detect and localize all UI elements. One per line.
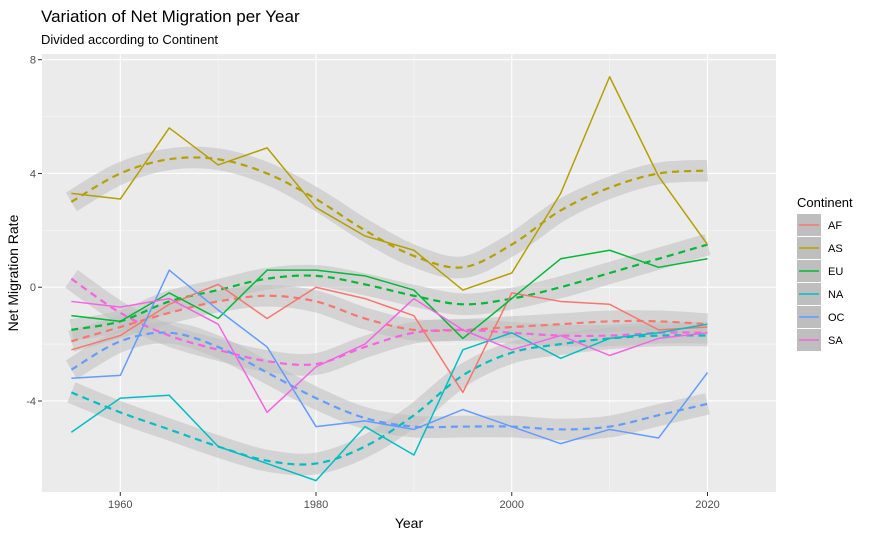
gridlines: [42, 54, 776, 492]
y-tick-label: 8: [30, 55, 36, 67]
trend-line-sa: [70, 277, 708, 366]
y-tick-label: 4: [30, 168, 36, 180]
data-line-sa: [71, 297, 708, 414]
legend-label-eu: EU: [828, 266, 843, 278]
trend-line-af: [71, 294, 708, 343]
x-tick-label: 1980: [304, 499, 328, 511]
y-tick-label: -4: [26, 396, 36, 408]
data-line-oc: [71, 269, 709, 445]
smooth-trend-lines: [70, 156, 708, 466]
trend-line-as: [70, 156, 708, 269]
chart-title: Variation of Net Migration per Year: [41, 7, 300, 26]
y-tick-label: 0: [30, 282, 36, 294]
x-tick-label: 2000: [500, 499, 524, 511]
legend-label-oc: OC: [828, 312, 845, 324]
legend: Continent AF AS EU NA OC SA: [797, 195, 853, 351]
legend-label-af: AF: [828, 220, 842, 232]
x-axis-ticks: 1960 1980 2000 2020: [108, 492, 720, 511]
y-axis-ticks: -4 0 4 8: [26, 55, 42, 408]
trend-line-na: [70, 334, 708, 466]
legend-label-na: NA: [828, 289, 844, 301]
legend-title: Continent: [797, 195, 853, 210]
x-tick-label: 2020: [695, 499, 719, 511]
x-axis-title: Year: [395, 515, 424, 531]
legend-label-as: AS: [828, 243, 843, 255]
data-line-na: [70, 323, 708, 482]
chart-subtitle: Divided according to Continent: [41, 32, 218, 47]
trend-line-oc: [70, 331, 708, 431]
data-line-af: [71, 283, 708, 394]
legend-label-sa: SA: [828, 335, 843, 347]
trend-line-eu: [71, 243, 708, 331]
y-axis-title: Net Migration Rate: [5, 214, 21, 331]
x-tick-label: 1960: [108, 499, 132, 511]
data-line-as: [71, 76, 709, 291]
data-lines: [70, 76, 709, 482]
data-line-eu: [71, 249, 708, 340]
